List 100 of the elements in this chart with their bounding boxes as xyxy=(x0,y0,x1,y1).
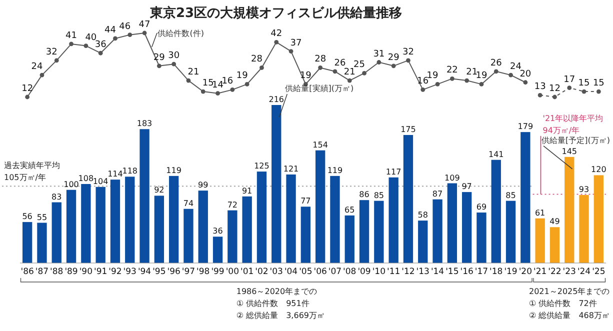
data-label: 87 xyxy=(432,189,443,198)
x-tick-label: '21 xyxy=(533,267,547,277)
data-label: 125 xyxy=(254,162,270,171)
data-label: 36 xyxy=(212,226,223,236)
bar xyxy=(315,150,326,263)
data-label: 49 xyxy=(550,217,560,226)
data-label: 15 xyxy=(202,78,214,89)
bar xyxy=(286,174,296,263)
x-tick-label: '98 xyxy=(196,267,210,277)
point xyxy=(406,58,410,63)
bar xyxy=(242,196,252,263)
data-label: 108 xyxy=(78,174,94,183)
data-label: 61 xyxy=(534,208,546,218)
data-label: 32 xyxy=(46,47,58,58)
data-label: 175 xyxy=(400,124,416,134)
bar xyxy=(535,218,545,263)
series-label: 供給件数(件) xyxy=(158,29,204,38)
point xyxy=(523,80,528,85)
point xyxy=(244,82,250,86)
data-label: 120 xyxy=(591,165,606,174)
data-label: 32 xyxy=(402,47,414,58)
x-tick-label: '00 xyxy=(226,267,240,277)
data-label: 30 xyxy=(168,51,180,62)
bar xyxy=(579,194,589,263)
chart-title: 東京23区の大規模オフィスビル供給量推移 xyxy=(149,5,402,21)
bar xyxy=(212,236,223,263)
data-label: 15 xyxy=(578,78,590,89)
x-tick-label: '16 xyxy=(460,267,474,277)
x-tick-label: '07 xyxy=(328,267,342,277)
data-label: 14 xyxy=(212,80,224,90)
bar xyxy=(300,206,311,263)
bar xyxy=(140,129,150,263)
point xyxy=(391,64,396,68)
point xyxy=(288,49,294,54)
point xyxy=(186,78,191,83)
data-label: 12 xyxy=(549,84,560,94)
bar xyxy=(388,177,398,263)
x-tick-label: '89 xyxy=(64,267,78,277)
point xyxy=(376,60,382,64)
data-label: 86 xyxy=(359,190,370,200)
point xyxy=(216,91,220,96)
data-label: 16 xyxy=(222,76,234,87)
bar xyxy=(37,222,47,263)
data-label: 117 xyxy=(386,167,402,176)
x-tick-label: '95 xyxy=(152,267,166,277)
data-label: 26 xyxy=(334,58,346,68)
x-tick-label: '23 xyxy=(562,267,576,277)
data-label: 119 xyxy=(327,166,343,175)
point xyxy=(200,89,206,94)
x-tick-label: '01 xyxy=(240,267,254,277)
bar xyxy=(184,208,194,263)
x-tick-label: '09 xyxy=(358,267,371,277)
bar xyxy=(22,222,32,263)
point xyxy=(362,71,366,76)
x-tick-label: '06 xyxy=(314,267,327,277)
bar xyxy=(418,220,428,263)
x-tick-label: '14 xyxy=(430,267,444,277)
data-label: 119 xyxy=(166,166,182,175)
x-tick-label: '96 xyxy=(167,267,180,277)
x-tick-label: '22 xyxy=(548,267,562,277)
text: 過去実績年平均 105万㎡/年 xyxy=(4,161,60,182)
bar xyxy=(154,196,164,263)
text: 2021～2025年までの ① 供給件数 72件 ② 総供給量 468万㎡ xyxy=(529,287,610,320)
bar xyxy=(198,190,208,263)
data-label: 65 xyxy=(344,205,355,214)
point xyxy=(25,94,30,100)
point xyxy=(172,62,176,66)
x-tick-label: '86 xyxy=(20,267,34,277)
data-label: 22 xyxy=(446,66,458,76)
bar xyxy=(564,156,574,263)
data-label: 25 xyxy=(354,60,365,70)
data-label: 29 xyxy=(388,52,400,63)
x-tick-label: '12 xyxy=(402,267,415,277)
point xyxy=(260,66,264,70)
bar xyxy=(374,200,384,263)
x-tick-label: '99 xyxy=(211,267,224,277)
x-tick-label: '19 xyxy=(504,267,518,277)
data-label: 92 xyxy=(154,186,164,195)
point xyxy=(508,72,513,78)
data-label: 13 xyxy=(534,82,546,92)
point xyxy=(40,72,44,78)
data-label: 77 xyxy=(300,196,311,206)
x-tick-label: '87 xyxy=(35,267,49,277)
data-label: 183 xyxy=(136,119,152,128)
point xyxy=(464,78,470,83)
data-label: 41 xyxy=(66,30,77,41)
data-label: 40 xyxy=(85,32,97,43)
x-tick-label: '15 xyxy=(446,267,459,277)
data-label: 114 xyxy=(108,170,123,179)
point xyxy=(274,40,279,44)
bar xyxy=(476,212,486,263)
bar xyxy=(462,192,472,263)
point xyxy=(347,78,352,83)
point xyxy=(332,69,338,74)
data-label: 121 xyxy=(283,164,299,174)
data-label: 83 xyxy=(52,192,62,202)
data-label: 21 xyxy=(188,68,200,78)
data-label: 42 xyxy=(270,29,282,40)
data-label: 26 xyxy=(490,58,502,68)
bar xyxy=(447,183,458,263)
